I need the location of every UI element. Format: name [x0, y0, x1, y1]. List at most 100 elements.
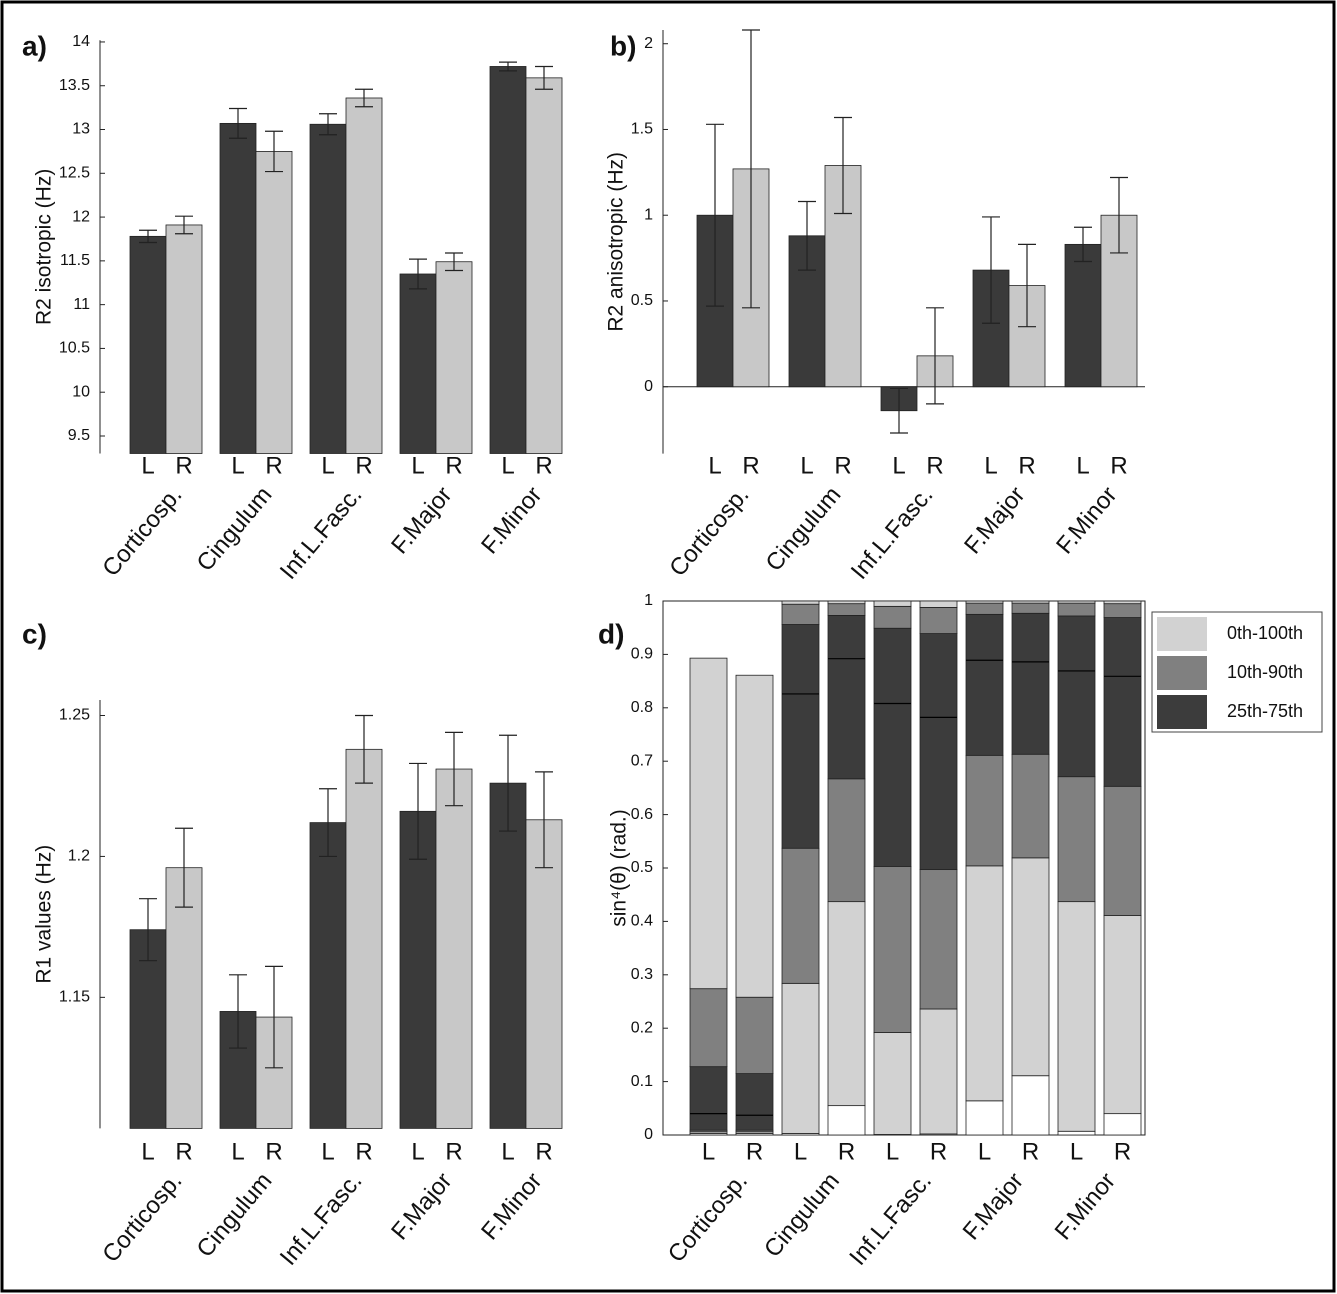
error-bar: [319, 113, 337, 136]
box-core: [735, 1073, 774, 1131]
box-mid-low: [781, 847, 820, 984]
error-bar: [982, 216, 1000, 324]
y-tick-label: 11: [73, 296, 90, 313]
panel-title: b): [610, 30, 636, 61]
side-label: L: [800, 452, 813, 479]
error-bar: [409, 258, 427, 290]
y-tick-label: 0.5: [631, 859, 653, 876]
y-tick-label: 13.5: [59, 77, 90, 94]
error-bar: [139, 229, 157, 244]
box-outer-low: [1011, 857, 1050, 1077]
bar: [255, 151, 293, 454]
y-tick-label: 0: [644, 378, 653, 395]
box-outer-high: [1011, 600, 1050, 604]
side-label: R: [834, 452, 851, 479]
legend-swatch: [1157, 656, 1207, 690]
side-label: L: [501, 1138, 514, 1165]
bar: [345, 97, 383, 454]
side-label: L: [411, 1138, 424, 1165]
side-label: R: [1022, 1138, 1039, 1165]
side-label: R: [265, 452, 282, 479]
side-label: L: [141, 1138, 154, 1165]
bar: [165, 867, 203, 1129]
legend-swatch: [1157, 617, 1207, 651]
y-tick-label: 10: [72, 383, 90, 400]
side-label: R: [1018, 452, 1035, 479]
y-tick-label: 0.9: [631, 646, 653, 663]
box-below-min: [1011, 1075, 1050, 1136]
side-label: L: [1070, 1138, 1083, 1165]
bar: [435, 768, 473, 1129]
side-label: L: [321, 452, 334, 479]
side-label: R: [1114, 1138, 1131, 1165]
error-bar: [499, 61, 517, 72]
error-bar: [139, 898, 157, 962]
error-bar: [1074, 226, 1092, 263]
y-tick-label: 10.5: [59, 340, 90, 357]
bar: [129, 929, 167, 1129]
box-core: [919, 633, 958, 871]
box-core: [689, 1066, 728, 1131]
box-below-min: [965, 1100, 1004, 1136]
error-bar: [175, 215, 193, 235]
box-mid-high: [965, 602, 1004, 615]
box-mid-low: [827, 778, 866, 903]
box-core: [1057, 615, 1096, 778]
error-bar: [445, 252, 463, 272]
box-outer-high: [965, 600, 1004, 604]
side-label: L: [141, 452, 154, 479]
error-bar: [319, 788, 337, 858]
box-outer-high: [1057, 600, 1096, 604]
error-bar: [265, 130, 283, 173]
y-tick-label: 0.6: [631, 806, 653, 823]
box-outer-low: [1103, 915, 1142, 1115]
box-mid-high: [1057, 602, 1096, 617]
y-tick-label: 1.5: [631, 121, 653, 138]
error-bar: [890, 387, 908, 434]
box-outer-high: [919, 600, 958, 608]
box-core: [873, 627, 912, 867]
bar: [1064, 243, 1102, 388]
box-mid-high: [827, 603, 866, 616]
box-outer-low: [1057, 901, 1096, 1132]
y-tick-label: 12: [72, 208, 90, 225]
bar: [399, 810, 437, 1129]
y-tick-label: 0.8: [631, 699, 653, 716]
legend-label: 0th-100th: [1227, 623, 1303, 643]
side-label: R: [445, 1138, 462, 1165]
y-tick-label: 13: [72, 121, 90, 138]
panel-title: d): [598, 618, 624, 649]
y-tick-label: 0.5: [631, 292, 653, 309]
side-label: R: [930, 1138, 947, 1165]
box-outer-low: [827, 901, 866, 1107]
side-label: L: [886, 1138, 899, 1165]
bar: [525, 77, 563, 454]
y-tick-label: 1.2: [68, 848, 90, 865]
box-mid-low: [965, 754, 1004, 867]
bar: [309, 822, 347, 1129]
box-outer-high: [1103, 600, 1142, 605]
side-label: R: [355, 1138, 372, 1165]
legend-label: 25th-75th: [1227, 701, 1303, 721]
error-bar: [229, 107, 247, 139]
error-bar: [409, 762, 427, 860]
box-core: [1103, 617, 1142, 787]
error-bar: [355, 714, 373, 784]
bar: [219, 122, 257, 454]
box-below-min: [827, 1105, 866, 1136]
error-bar: [834, 116, 852, 215]
error-bar: [926, 307, 944, 405]
box-mid-high: [873, 605, 912, 629]
side-label: L: [501, 452, 514, 479]
panel-title: c): [22, 618, 47, 649]
side-label: L: [794, 1138, 807, 1165]
box-core: [1011, 612, 1050, 755]
y-tick-label: 0.3: [631, 966, 653, 983]
side-label: R: [265, 1138, 282, 1165]
box-mid-high: [1011, 602, 1050, 614]
y-tick-label: 1.15: [59, 989, 90, 1006]
box-core: [827, 615, 866, 780]
error-bar: [706, 123, 724, 307]
box-below-min: [1103, 1113, 1142, 1136]
box-mid-low: [1011, 753, 1050, 859]
